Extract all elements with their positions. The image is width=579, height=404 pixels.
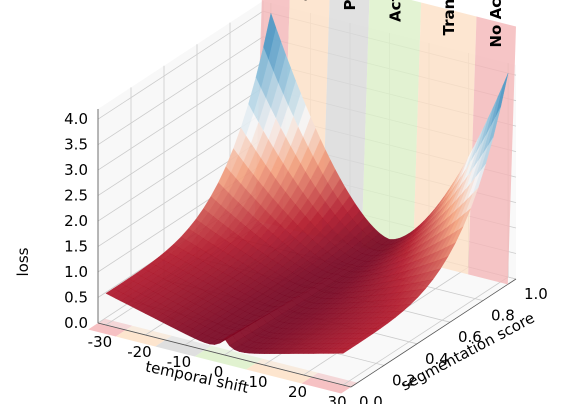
surface-cell-0-0	[105, 288, 119, 297]
z-tick-label-5: 2.5	[64, 187, 88, 205]
zone-label-3: Action occurred	[386, 0, 404, 22]
y-tick-label-2: 0.4	[425, 350, 449, 368]
x-tick-label-1: -20	[127, 343, 152, 361]
zone-label-4: Transition zone	[440, 0, 458, 36]
zone-label-1: Transition zone	[301, 0, 319, 1]
y-axis-line	[350, 278, 517, 388]
zone-wall-3	[361, 0, 422, 261]
loss-surface	[105, 12, 509, 354]
x-tick-label-3: 0	[214, 363, 224, 381]
axis-ticks: 0.0 0.5 1.0 1.5 2.0 2.5 3.0 3.5 4.0 -30 -20 -10 0 10 2…	[64, 110, 548, 404]
z-tick-label-7: 3.5	[64, 136, 88, 154]
x-axis-line	[97, 322, 352, 388]
zone-label-2: Possible Action	[341, 0, 359, 11]
x-tick-label-2: -10	[167, 353, 192, 371]
zone-labels: No Action Transition zone Possible Action A…	[301, 0, 505, 48]
z-tick-label-1: 0.5	[64, 289, 88, 307]
y-tick-label-1: 0.2	[392, 371, 416, 389]
z-tick-label-0: 0.0	[64, 314, 88, 332]
surface-cell-47-0	[337, 348, 352, 354]
z-tick-label-8: 4.0	[64, 110, 88, 128]
z-tick-label-4: 2.0	[64, 212, 88, 230]
y-tick-label-4: 0.8	[491, 307, 515, 325]
back-pane-left	[98, 1, 263, 323]
y-tick-label-0: 0.0	[359, 393, 383, 404]
x-tick-label-5: 20	[288, 383, 307, 401]
zone-label-5: No Action	[487, 0, 505, 48]
x-tick-label-4: 10	[248, 373, 267, 391]
z-axis-label: loss	[14, 247, 32, 276]
z-tick-label-3: 1.5	[64, 238, 88, 256]
z-tick-label-2: 1.0	[64, 263, 88, 281]
y-tick-label-3: 0.6	[458, 328, 482, 346]
z-tick-label-6: 3.0	[64, 161, 88, 179]
x-tick-label-0: -30	[88, 333, 113, 351]
y-tick-label-5: 1.0	[524, 285, 548, 303]
x-tick-label-6: 30	[328, 393, 347, 404]
